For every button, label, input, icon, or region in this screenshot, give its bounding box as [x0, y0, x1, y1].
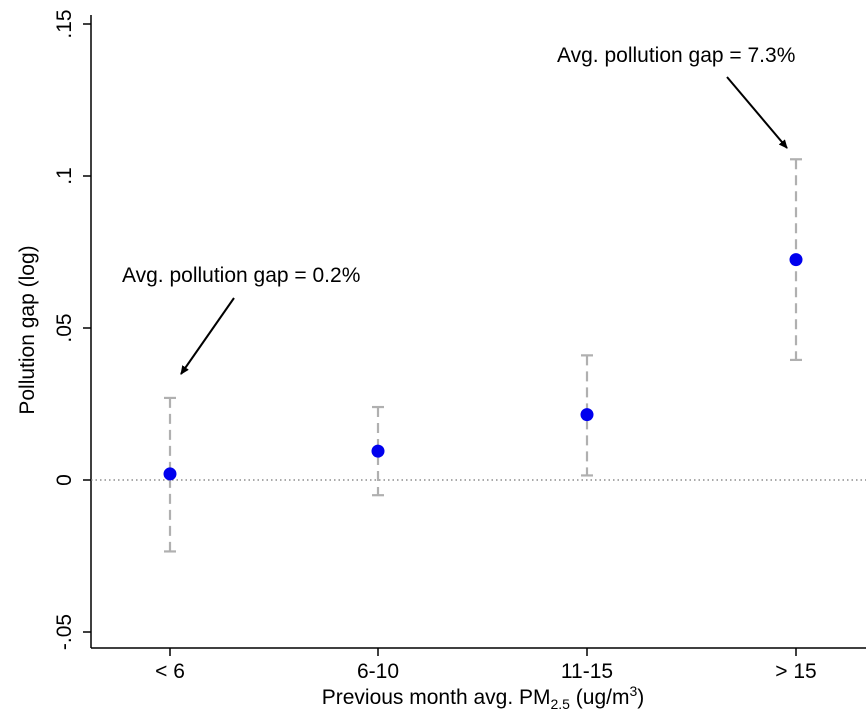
- x-axis-label-main: Previous month avg. PM: [322, 686, 551, 709]
- error-bar: [581, 354, 593, 477]
- annotation-arrow: [726, 76, 788, 149]
- y-tick-label: -.05: [53, 614, 76, 650]
- x-axis-label: Previous month avg. PM2.5 (ug/m3): [322, 683, 645, 711]
- y-ticks: -.05 0 .05 .1 .15: [53, 9, 91, 650]
- annotation-label: Avg. pollution gap = 7.3%: [557, 44, 795, 67]
- x-tick-label: < 6: [155, 660, 185, 683]
- x-ticks: < 6 6-10 11-15 > 15: [155, 648, 817, 683]
- x-axis-label-subscript: 2.5: [550, 696, 570, 711]
- x-tick-label: 11-15: [561, 660, 613, 683]
- data-point: [580, 408, 594, 422]
- x-tick-label: 6-10: [357, 660, 399, 683]
- annotation-arrow: [180, 297, 235, 375]
- data-points: [163, 253, 803, 481]
- x-axis-label-unit: (ug/m: [570, 686, 630, 709]
- error-bars: [164, 158, 802, 553]
- error-bar: [164, 396, 176, 553]
- annotation-label: Avg. pollution gap = 0.2%: [122, 264, 360, 287]
- y-tick-label: .05: [53, 313, 76, 342]
- x-axis-label-superscript: 3: [629, 683, 637, 699]
- data-point: [163, 467, 177, 481]
- error-bar: [372, 405, 384, 497]
- axes: [90, 15, 866, 649]
- data-point: [371, 444, 385, 458]
- y-axis-label: Pollution gap (log): [16, 245, 39, 414]
- y-tick-label: .15: [53, 9, 76, 38]
- y-tick-label: .1: [53, 167, 76, 185]
- x-tick-label: > 15: [775, 660, 816, 683]
- y-tick-label: 0: [53, 474, 76, 486]
- x-axis-label-unit-close: ): [637, 686, 644, 709]
- annotations: Avg. pollution gap = 0.2% Avg. pollution …: [122, 44, 795, 375]
- data-point: [789, 253, 803, 267]
